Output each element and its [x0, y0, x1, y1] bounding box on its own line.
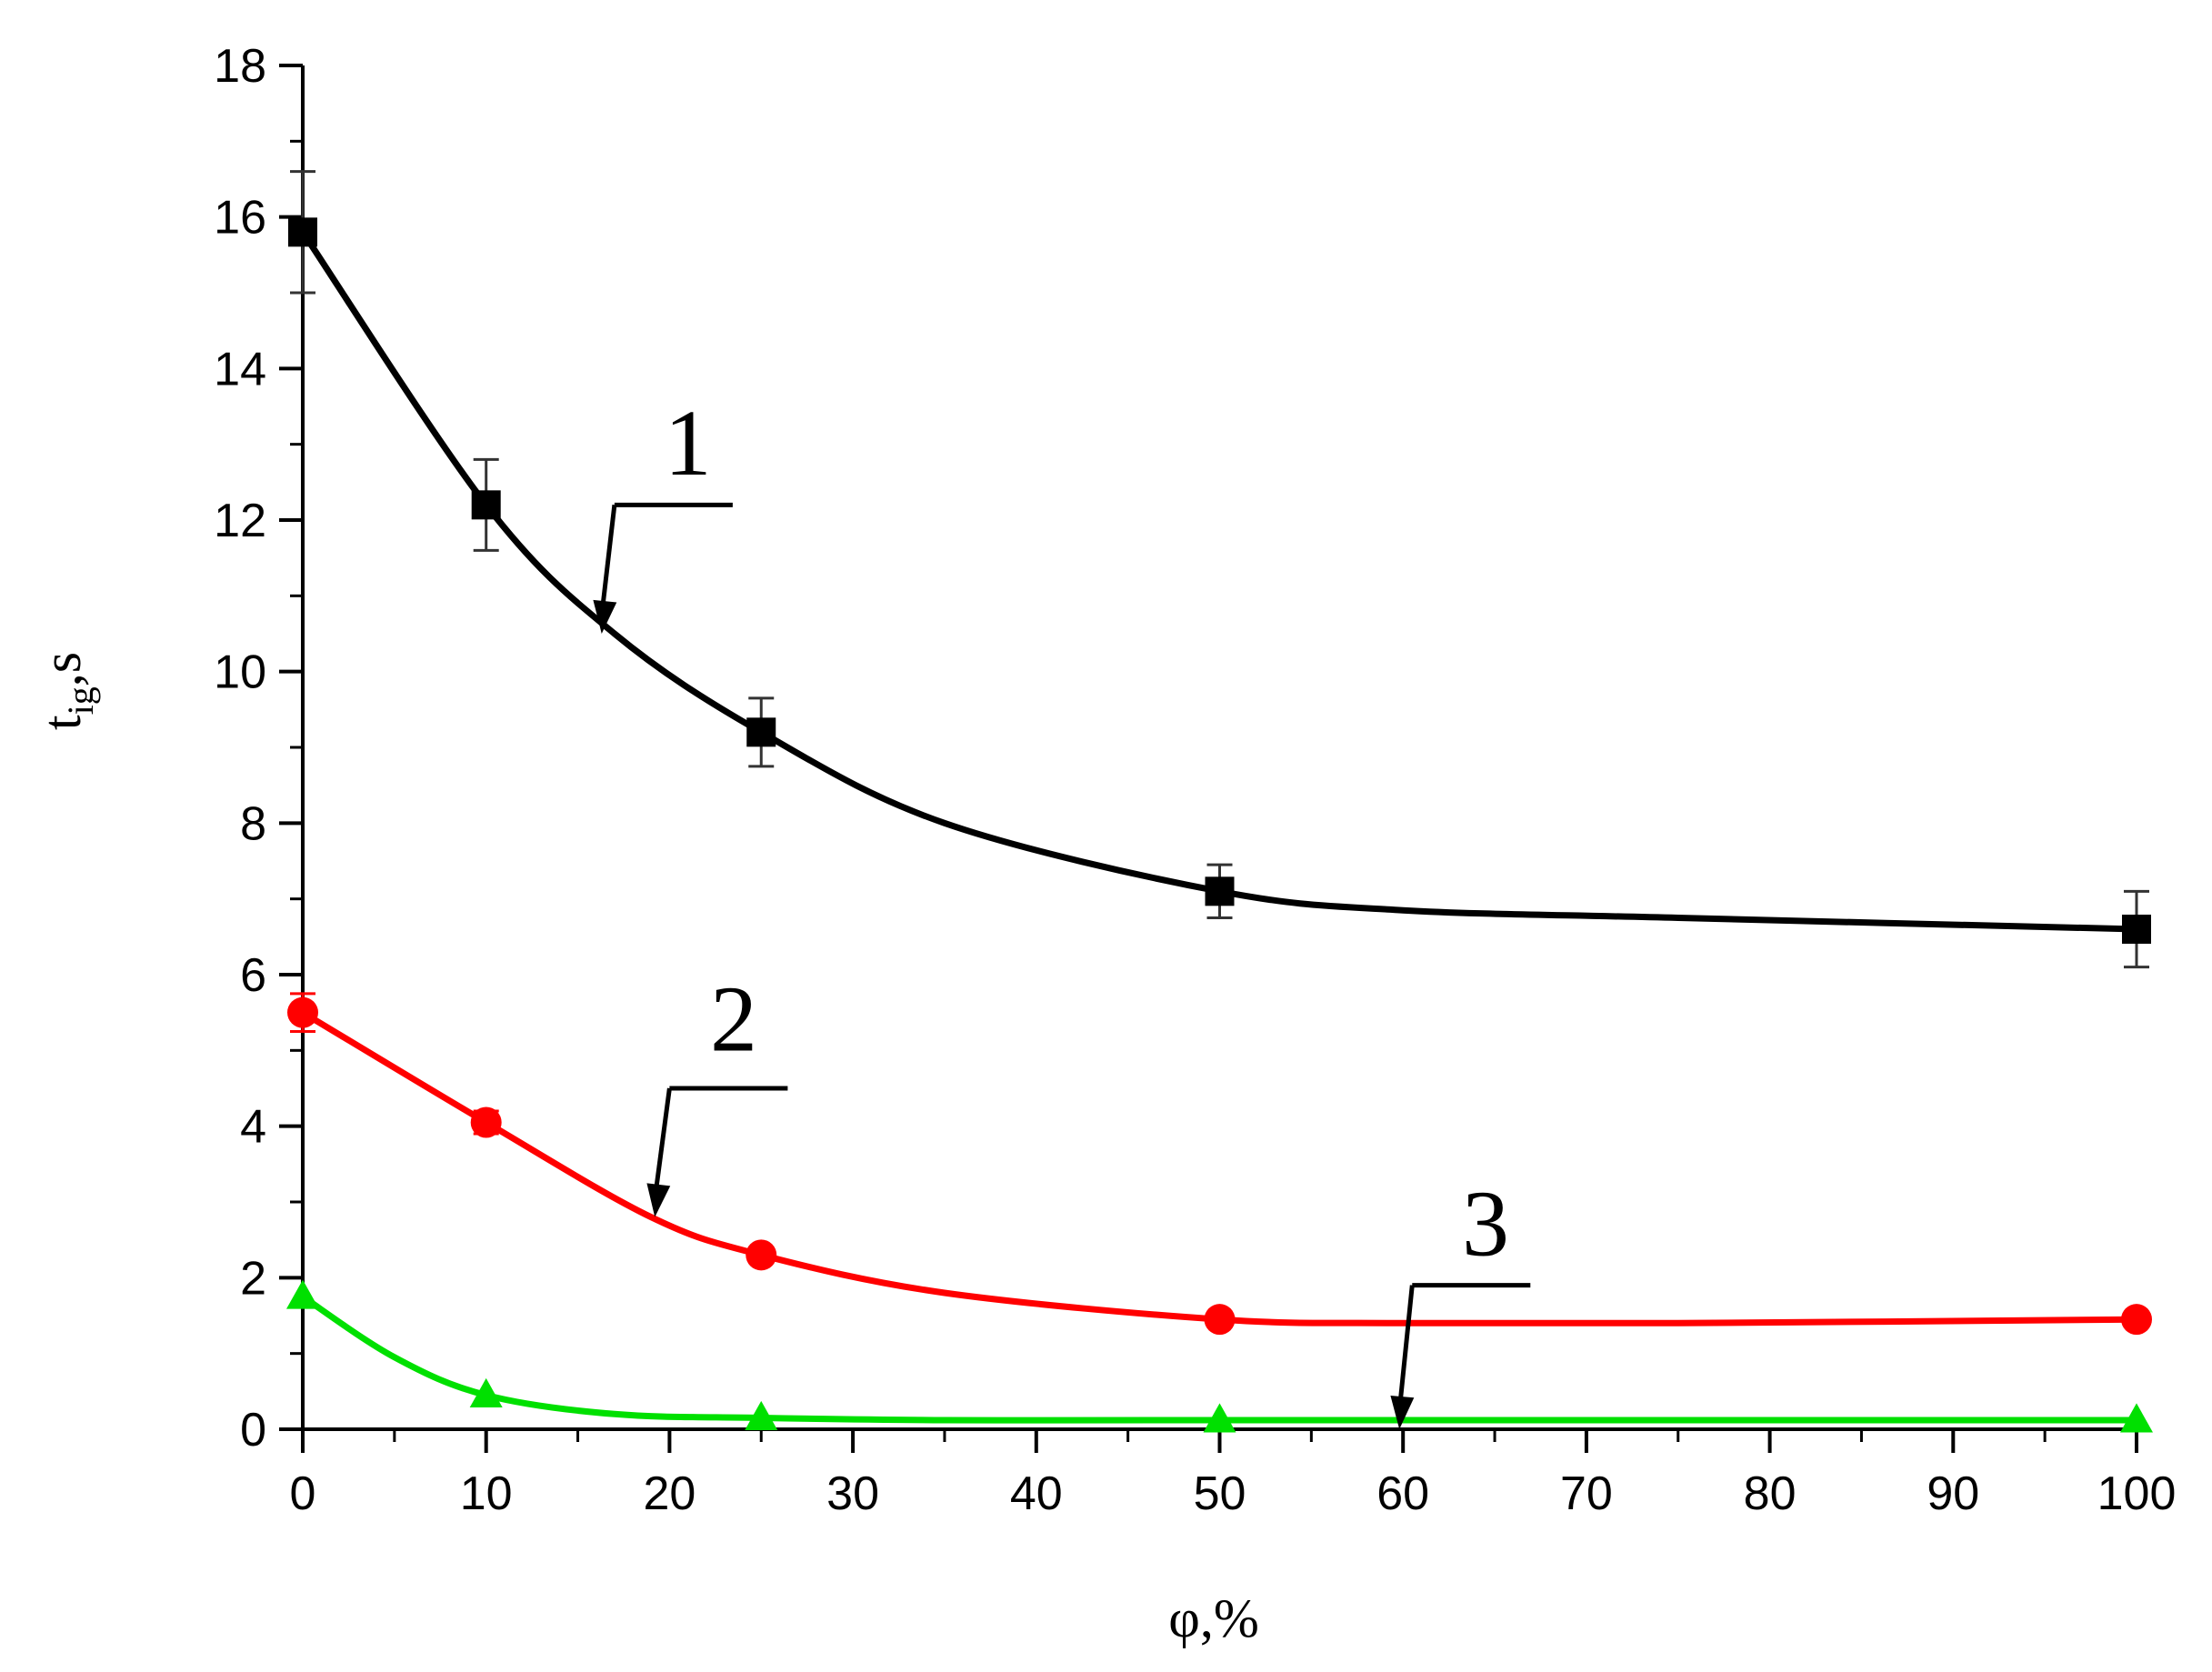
- series-1-pointer-line: [599, 505, 617, 616]
- series-1-pointer-arrowhead: [593, 599, 617, 634]
- series-1-point: [746, 717, 776, 747]
- series-1-point: [471, 490, 501, 520]
- y-tick-label: 6: [240, 949, 266, 1002]
- x-tick-label: 30: [826, 1467, 879, 1520]
- series-1-label: 1: [665, 391, 712, 496]
- x-tick-label: 100: [2097, 1467, 2177, 1520]
- series-2-point: [2121, 1304, 2152, 1336]
- series-1-line: [299, 228, 2140, 933]
- y-tick-label: 18: [214, 40, 266, 93]
- x-tick-label: 70: [1560, 1467, 1613, 1520]
- series-3-point: [2120, 1403, 2153, 1433]
- series-2-point: [470, 1106, 502, 1138]
- y-axis-title-main: t: [32, 715, 92, 730]
- y-axis-title-sub: ig: [60, 686, 101, 715]
- series-2-pointer-line: [652, 1087, 672, 1199]
- series-3-point: [286, 1279, 319, 1309]
- series-2-point: [746, 1239, 777, 1271]
- series-3-point: [469, 1377, 503, 1407]
- x-tick-label: 90: [1927, 1467, 1979, 1520]
- series-2-pointer-arrowhead: [646, 1183, 671, 1217]
- y-axis-title: tig,s: [32, 652, 101, 730]
- series-2-point: [287, 996, 318, 1028]
- series-1-point: [288, 217, 317, 247]
- x-tick-label: 80: [1744, 1467, 1797, 1520]
- x-axis-title: φ,%: [1168, 1588, 1259, 1648]
- series-3-point: [745, 1400, 778, 1430]
- y-tick-label: 2: [240, 1252, 266, 1305]
- series-3-line: [299, 1293, 2140, 1424]
- pointers: 1 2 3: [593, 391, 1531, 1429]
- y-tick-label: 14: [214, 343, 266, 395]
- y-tick-label: 16: [214, 192, 266, 245]
- curves: [299, 228, 2140, 1424]
- series-2-line: [299, 1009, 2140, 1327]
- x-tick-label: 20: [643, 1467, 696, 1520]
- y-tick-label: 0: [240, 1404, 266, 1457]
- x-tick-label: 40: [1010, 1467, 1063, 1520]
- y-tick-label: 8: [240, 797, 266, 850]
- y-tick-label: 10: [214, 646, 266, 699]
- x-tick-label: 50: [1194, 1467, 1246, 1520]
- series-1-point: [2122, 915, 2151, 944]
- markers: [286, 170, 2153, 1433]
- y-axis-title-unit: ,s: [32, 652, 92, 686]
- x-tick-label: 0: [290, 1467, 316, 1520]
- series-3-label: 3: [1462, 1171, 1509, 1276]
- series-3-pointer-arrowhead: [1390, 1395, 1415, 1429]
- y-tick-label: 12: [214, 495, 266, 547]
- series-3-point: [1203, 1403, 1236, 1433]
- series-3-pointer-line: [1396, 1285, 1415, 1412]
- y-tick-label: 4: [240, 1101, 266, 1154]
- x-tick-label: 60: [1376, 1467, 1429, 1520]
- series-1-point: [1205, 876, 1235, 906]
- series-2-label: 2: [710, 966, 757, 1071]
- x-tick-label: 10: [460, 1467, 513, 1520]
- series-2-point: [1204, 1304, 1236, 1336]
